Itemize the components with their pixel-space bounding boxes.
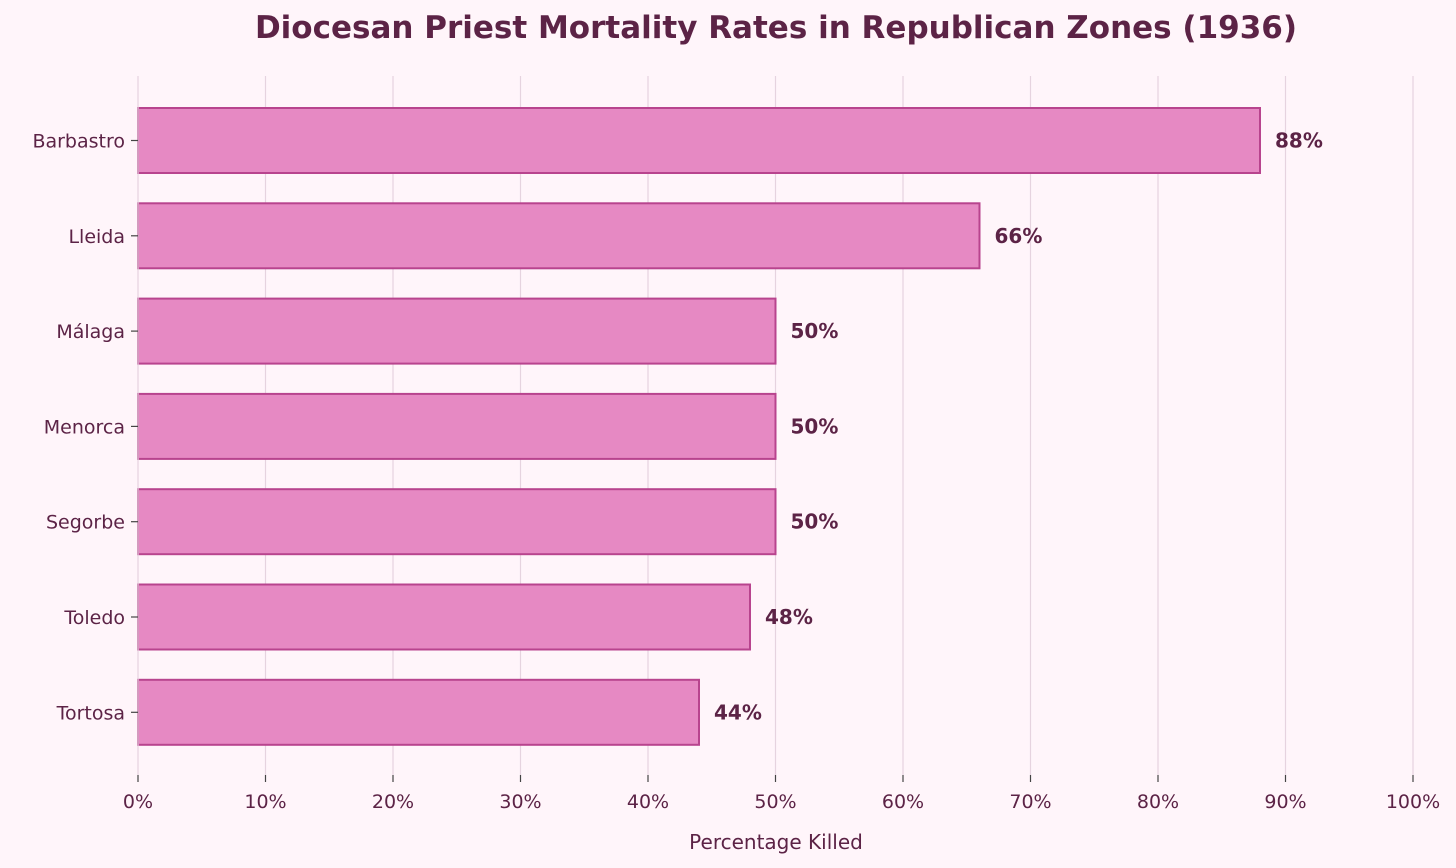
y-tick-label: Barbastro <box>32 131 125 153</box>
y-tick-label: Toledo <box>63 607 125 629</box>
bars <box>137 107 1261 746</box>
x-tick-label: 20% <box>372 791 414 813</box>
axes: 0% 10% 20% 30% 40% 50% 60% 70% 80% 90% 100% Barbast… <box>32 76 1440 813</box>
bar <box>137 583 751 651</box>
bar <box>137 488 777 556</box>
x-tick-label: 10% <box>244 791 286 813</box>
x-tick-label: 70% <box>1009 791 1051 813</box>
bar <box>137 678 700 746</box>
data-label: 66% <box>995 224 1043 248</box>
bar <box>137 107 1261 174</box>
y-tick-label: Menorca <box>44 416 125 438</box>
x-tick-label: 0% <box>123 791 153 813</box>
chart-title: Diocesan Priest Mortality Rates in Repub… <box>255 10 1297 46</box>
bar <box>137 297 777 365</box>
y-tick-label: Lleida <box>68 226 125 248</box>
data-label: 50% <box>791 319 839 343</box>
y-tick-label: Tortosa <box>56 702 125 724</box>
data-label: 50% <box>791 510 839 534</box>
x-tick-label: 80% <box>1137 791 1179 813</box>
bar <box>137 202 981 270</box>
x-tick-label: 40% <box>627 791 669 813</box>
bar <box>137 392 777 460</box>
x-axis-label: Percentage Killed <box>689 830 863 854</box>
x-tick-label: 60% <box>882 791 924 813</box>
y-tick-label: Segorbe <box>46 512 125 534</box>
data-label: 48% <box>765 605 813 629</box>
y-tick-label: Málaga <box>56 321 125 343</box>
x-tick-label: 50% <box>754 791 796 813</box>
x-tick-label: 30% <box>499 791 541 813</box>
value-labels: 88% 66% 50% 50% 50% 48% 44% <box>714 129 1323 725</box>
data-label: 88% <box>1275 129 1323 153</box>
x-tick-label: 100% <box>1386 791 1440 813</box>
data-label: 50% <box>791 414 839 438</box>
data-label: 44% <box>714 700 762 724</box>
x-tick-label: 90% <box>1264 791 1306 813</box>
